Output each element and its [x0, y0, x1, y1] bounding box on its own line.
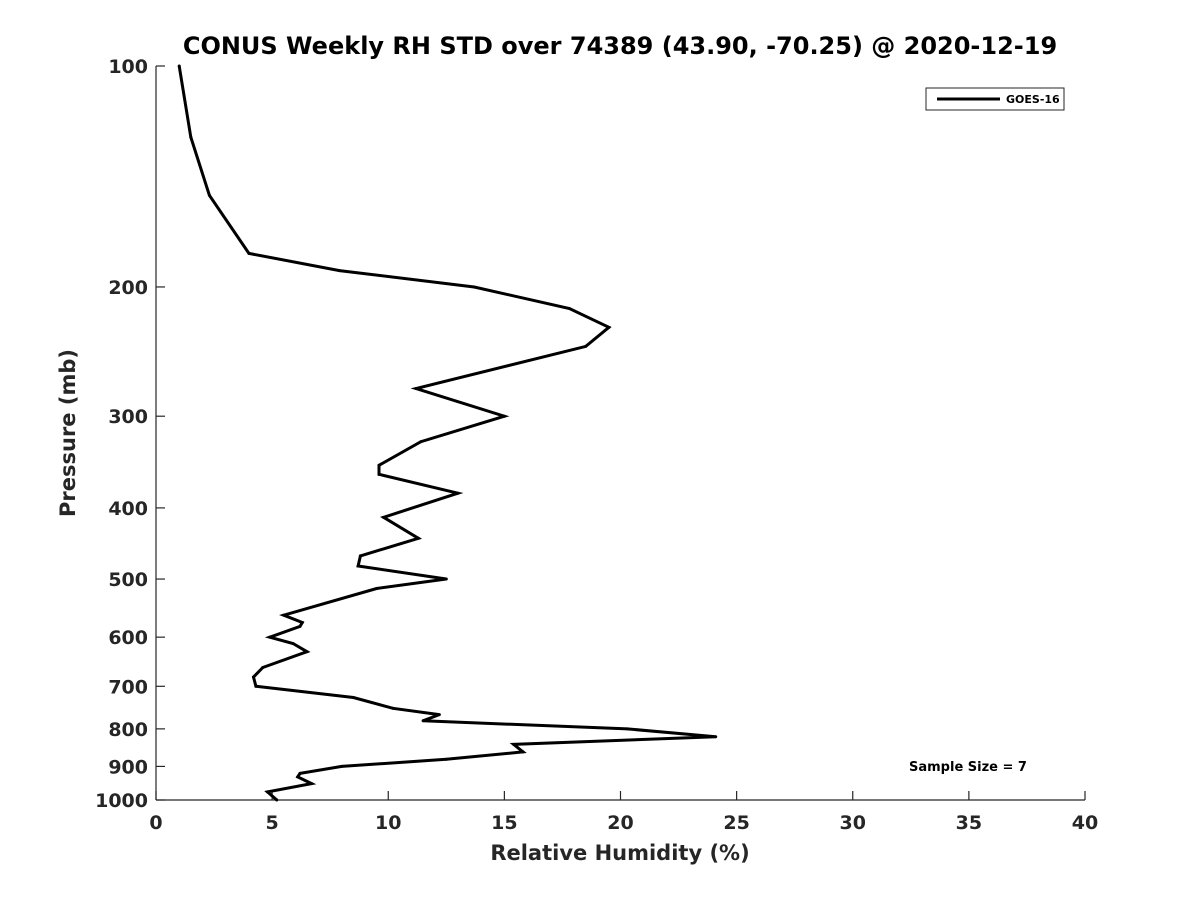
data-point: [502, 414, 506, 418]
y-tick-label: 500: [108, 569, 148, 591]
y-tick-label: 800: [108, 719, 148, 741]
legend: GOES-16: [925, 87, 1065, 111]
data-point: [444, 757, 448, 761]
data-point: [391, 706, 395, 710]
data-point: [298, 771, 302, 775]
data-point: [416, 536, 420, 540]
y-tick-label: 100: [108, 56, 148, 78]
data-point: [305, 650, 309, 654]
data-point: [714, 735, 718, 739]
legend-label-goes-16: GOES-16: [1006, 93, 1060, 106]
y-tick-label: 400: [108, 498, 148, 520]
data-point: [375, 586, 379, 590]
data-point: [296, 775, 300, 779]
data-point: [625, 727, 629, 731]
data-point: [421, 719, 425, 723]
data-point: [414, 386, 418, 390]
y-tick-label: 200: [108, 277, 148, 299]
y-tick-label: 600: [108, 627, 148, 649]
data-point: [298, 624, 302, 628]
data-point: [207, 193, 211, 197]
data-point: [358, 554, 362, 558]
data-point: [437, 713, 441, 717]
x-tick-label: 20: [607, 812, 633, 834]
data-point: [351, 695, 355, 699]
y-tick-label: 1000: [95, 790, 148, 812]
data-point: [291, 641, 295, 645]
series-data-points: [177, 64, 718, 802]
chart-title: CONUS Weekly RH STD over 74389 (43.90, -…: [183, 32, 1057, 60]
data-point: [337, 269, 341, 273]
data-point: [340, 764, 344, 768]
data-point: [472, 285, 476, 289]
data-point: [265, 790, 269, 794]
x-tick-label: 15: [491, 812, 517, 834]
x-tick-label: 0: [149, 812, 162, 834]
data-point: [356, 564, 360, 568]
data-point: [512, 742, 516, 746]
data-point: [261, 666, 265, 670]
data-point: [254, 684, 258, 688]
data-point: [252, 675, 256, 679]
data-point: [456, 491, 460, 495]
data-point: [567, 307, 571, 311]
data-point: [275, 798, 279, 802]
data-point: [377, 472, 381, 476]
data-point: [177, 64, 181, 68]
data-point: [300, 620, 304, 624]
x-tick-label: 10: [375, 812, 401, 834]
data-point: [444, 577, 448, 581]
x-tick-label: 40: [1072, 812, 1098, 834]
data-point: [310, 782, 314, 786]
x-tick-label: 5: [266, 812, 279, 834]
data-point: [189, 135, 193, 139]
data-point: [521, 750, 525, 754]
y-tick-label: 700: [108, 676, 148, 698]
data-point: [247, 251, 251, 255]
x-axis-label: Relative Humidity (%): [490, 841, 749, 865]
data-point: [607, 325, 611, 329]
data-point: [382, 515, 386, 519]
data-point: [282, 613, 286, 617]
x-tick-label: 35: [956, 812, 982, 834]
sample-size-annotation: Sample Size = 7: [909, 760, 1027, 775]
x-tick-label: 25: [723, 812, 749, 834]
y-axis-ticks: 100 200 300 400 500 600 700 800 900 1000: [95, 56, 165, 812]
x-tick-label: 30: [840, 812, 866, 834]
data-point: [377, 463, 381, 467]
data-point: [268, 635, 272, 639]
data-point: [584, 344, 588, 348]
x-axis-ticks: 0 5 10 15 20 25 30 35 40: [149, 791, 1098, 834]
y-axis-label: Pressure (mb): [56, 349, 80, 517]
data-point: [419, 440, 423, 444]
y-tick-label: 300: [108, 406, 148, 428]
y-tick-label: 900: [108, 756, 148, 778]
